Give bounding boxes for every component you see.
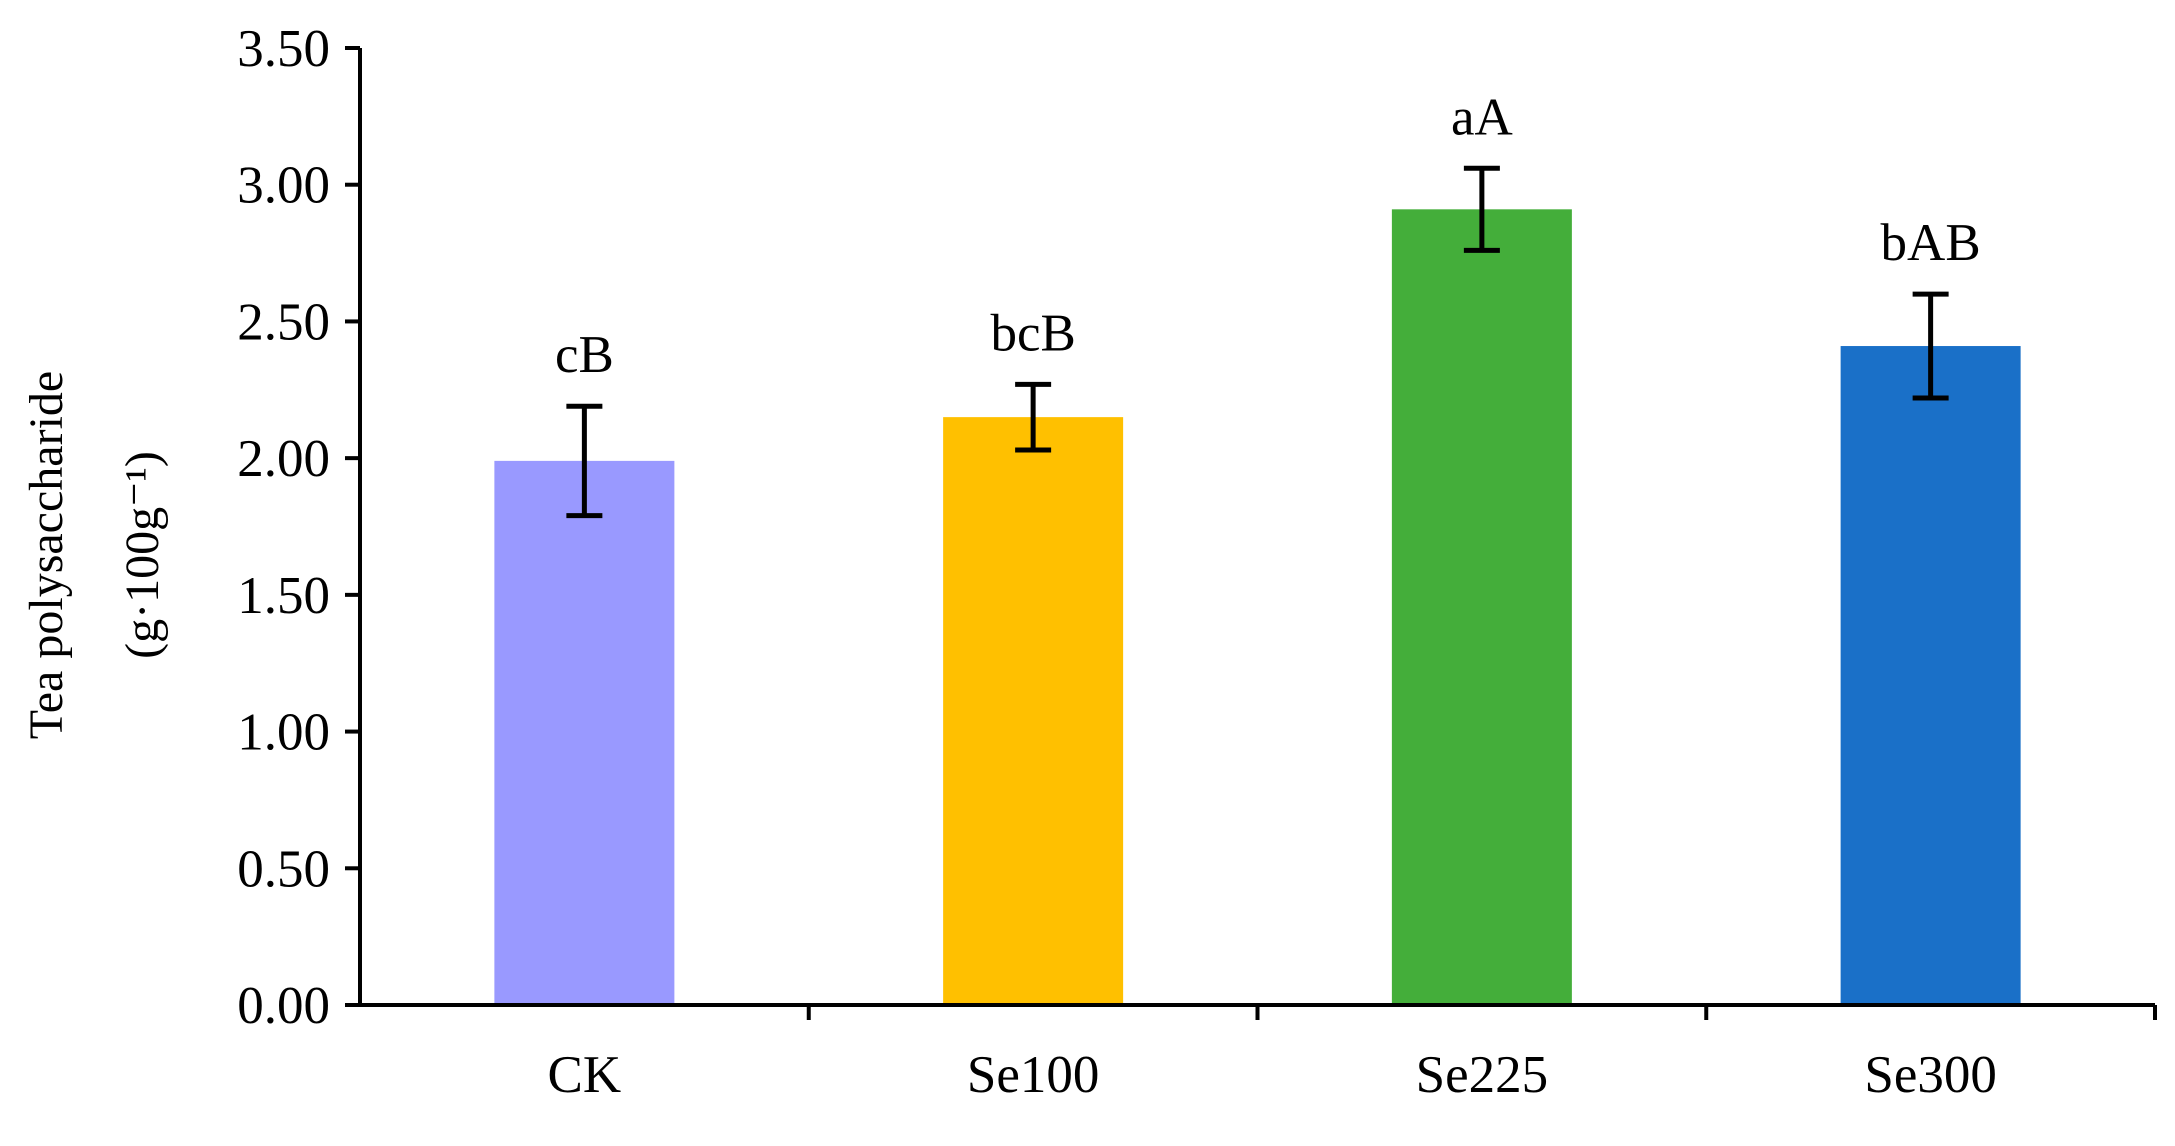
y-tick-label: 0.00 — [237, 977, 330, 1035]
y-tick-label: 2.50 — [237, 293, 330, 351]
bars-group — [494, 209, 2021, 1006]
error-bars-group — [566, 165, 1949, 519]
significance-label-se300: bAB — [1881, 214, 1981, 272]
significance-label-se225: aA — [1451, 88, 1513, 146]
significance-labels-group: cB bcB aA bAB — [555, 88, 1981, 384]
y-tick-label: 0.50 — [237, 840, 330, 898]
axes-group — [345, 46, 2157, 1020]
y-tick-label: 3.00 — [237, 157, 330, 215]
x-tick-label-se225: Se225 — [1416, 1046, 1549, 1104]
y-tick-labels-group: 0.00 0.50 1.00 1.50 2.00 2.50 3.00 3.50 — [237, 20, 330, 1035]
bar-ck — [494, 460, 675, 1005]
y-tick-label: 2.00 — [237, 430, 330, 488]
x-tick-labels-group: CK Se100 Se225 Se300 — [548, 1046, 1997, 1104]
y-axis-title-line2: (g·100g⁻¹) — [116, 451, 169, 659]
significance-label-se100: bcB — [990, 304, 1075, 362]
x-tick-label-se100: Se100 — [967, 1046, 1100, 1104]
y-axis-title-line1: Tea polysaccharide — [20, 371, 73, 739]
y-tick-label: 1.00 — [237, 704, 330, 762]
y-tick-label: 1.50 — [237, 567, 330, 625]
significance-label-ck: cB — [555, 326, 614, 384]
bar-se100 — [943, 417, 1124, 1006]
y-tick-label: 3.50 — [237, 20, 330, 78]
x-tick-label-ck: CK — [548, 1046, 622, 1104]
y-axis-title: Tea polysaccharide (g·100g⁻¹) — [20, 371, 169, 739]
bar-se225 — [1391, 209, 1572, 1005]
bar-se300 — [1840, 346, 2021, 1006]
x-tick-label-se300: Se300 — [1864, 1046, 1997, 1104]
